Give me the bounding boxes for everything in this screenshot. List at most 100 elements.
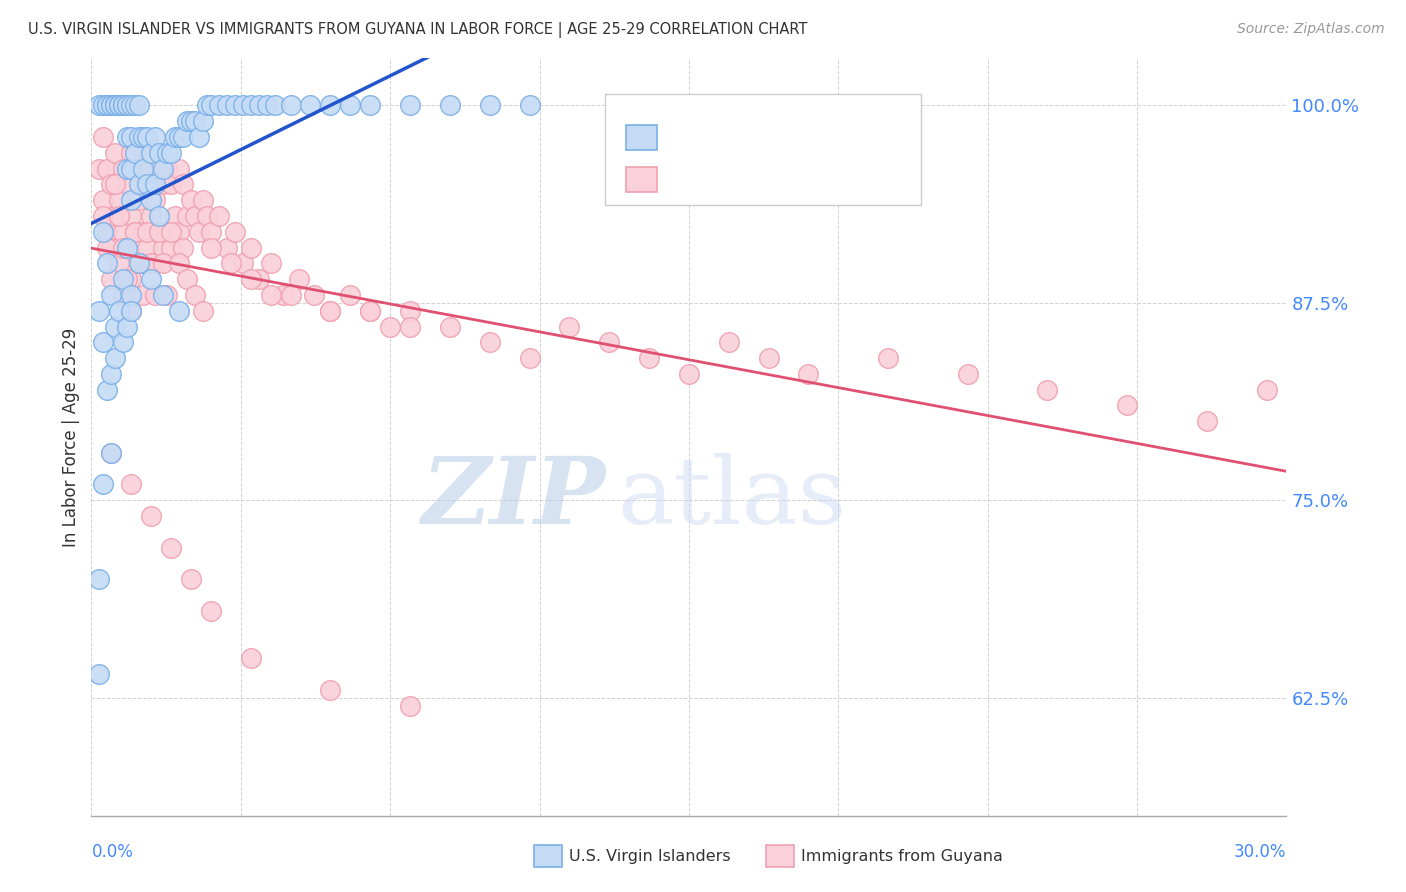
Point (232, 256, 254, 270)
Point (93, 335, 115, 350)
Point (136, 240, 159, 254)
Point (239, 272, 262, 286)
Point (439, 319, 461, 334)
Point (598, 335, 620, 350)
Point (176, 114, 198, 128)
Text: U.S. Virgin Islanders: U.S. Virgin Islanders (569, 849, 731, 863)
Point (141, 509, 162, 524)
Point (208, 209, 231, 223)
Point (96, 383, 118, 397)
Point (136, 178, 159, 192)
Point (319, 303, 342, 318)
Point (100, 288, 122, 302)
Point (124, 225, 146, 239)
Point (195, 98, 218, 112)
Point (247, 272, 270, 286)
Point (100, 446, 122, 460)
Point (172, 178, 194, 192)
Point (304, 288, 326, 302)
Point (132, 225, 155, 239)
Point (200, 240, 222, 254)
Point (399, 319, 422, 334)
Point (120, 288, 142, 302)
Point (160, 178, 183, 192)
Point (89, 572, 111, 586)
Point (120, 272, 142, 286)
Point (108, 256, 131, 270)
Point (128, 256, 150, 270)
Point (115, 98, 138, 112)
Point (96, 161, 118, 176)
Point (191, 193, 214, 207)
Point (188, 225, 211, 239)
Point (399, 698, 422, 713)
Point (128, 256, 150, 270)
Point (1256, 383, 1278, 397)
Point (319, 303, 342, 318)
Point (215, 98, 238, 112)
Point (263, 98, 285, 112)
Point (188, 130, 211, 145)
Point (160, 145, 183, 160)
Point (156, 288, 179, 302)
Point (215, 240, 238, 254)
Point (100, 98, 122, 112)
Point (115, 161, 138, 176)
Point (100, 240, 122, 254)
Point (143, 193, 166, 207)
Point (89, 303, 111, 318)
Point (478, 335, 501, 350)
Point (797, 367, 820, 381)
Point (108, 98, 131, 112)
Point (96, 98, 118, 112)
Point (152, 178, 174, 192)
Point (104, 98, 127, 112)
Point (120, 145, 142, 160)
Point (172, 240, 194, 254)
Point (678, 367, 700, 381)
Point (141, 145, 162, 160)
Point (519, 351, 541, 365)
Point (112, 335, 135, 350)
Point (132, 161, 155, 176)
Point (128, 178, 150, 192)
Point (148, 209, 170, 223)
Point (120, 209, 142, 223)
Point (176, 272, 198, 286)
Point (108, 193, 131, 207)
Point (224, 98, 246, 112)
Point (124, 145, 146, 160)
Point (339, 288, 361, 302)
Point (96, 225, 118, 239)
Point (758, 351, 780, 365)
Point (224, 225, 246, 239)
Text: 30.0%: 30.0% (1234, 843, 1286, 861)
Point (256, 98, 278, 112)
Point (120, 303, 142, 318)
Point (104, 98, 127, 112)
Point (180, 193, 202, 207)
Point (160, 225, 183, 239)
Point (280, 98, 302, 112)
Point (120, 477, 142, 491)
Y-axis label: In Labor Force | Age 25-29: In Labor Force | Age 25-29 (62, 327, 80, 547)
Point (558, 319, 581, 334)
Point (132, 161, 155, 176)
Point (191, 303, 214, 318)
Point (160, 240, 183, 254)
Point (156, 145, 179, 160)
Point (120, 130, 142, 145)
Point (287, 272, 309, 286)
Point (132, 288, 155, 302)
Point (89, 98, 111, 112)
Point (195, 209, 218, 223)
Point (124, 161, 146, 176)
Point (120, 161, 142, 176)
Point (877, 351, 900, 365)
Text: R =  0.349   N =  72: R = 0.349 N = 72 (668, 119, 886, 136)
Text: R = -0.214   N = 112: R = -0.214 N = 112 (668, 162, 886, 180)
Point (184, 114, 207, 128)
Point (259, 288, 281, 302)
Point (180, 114, 202, 128)
Point (108, 98, 131, 112)
